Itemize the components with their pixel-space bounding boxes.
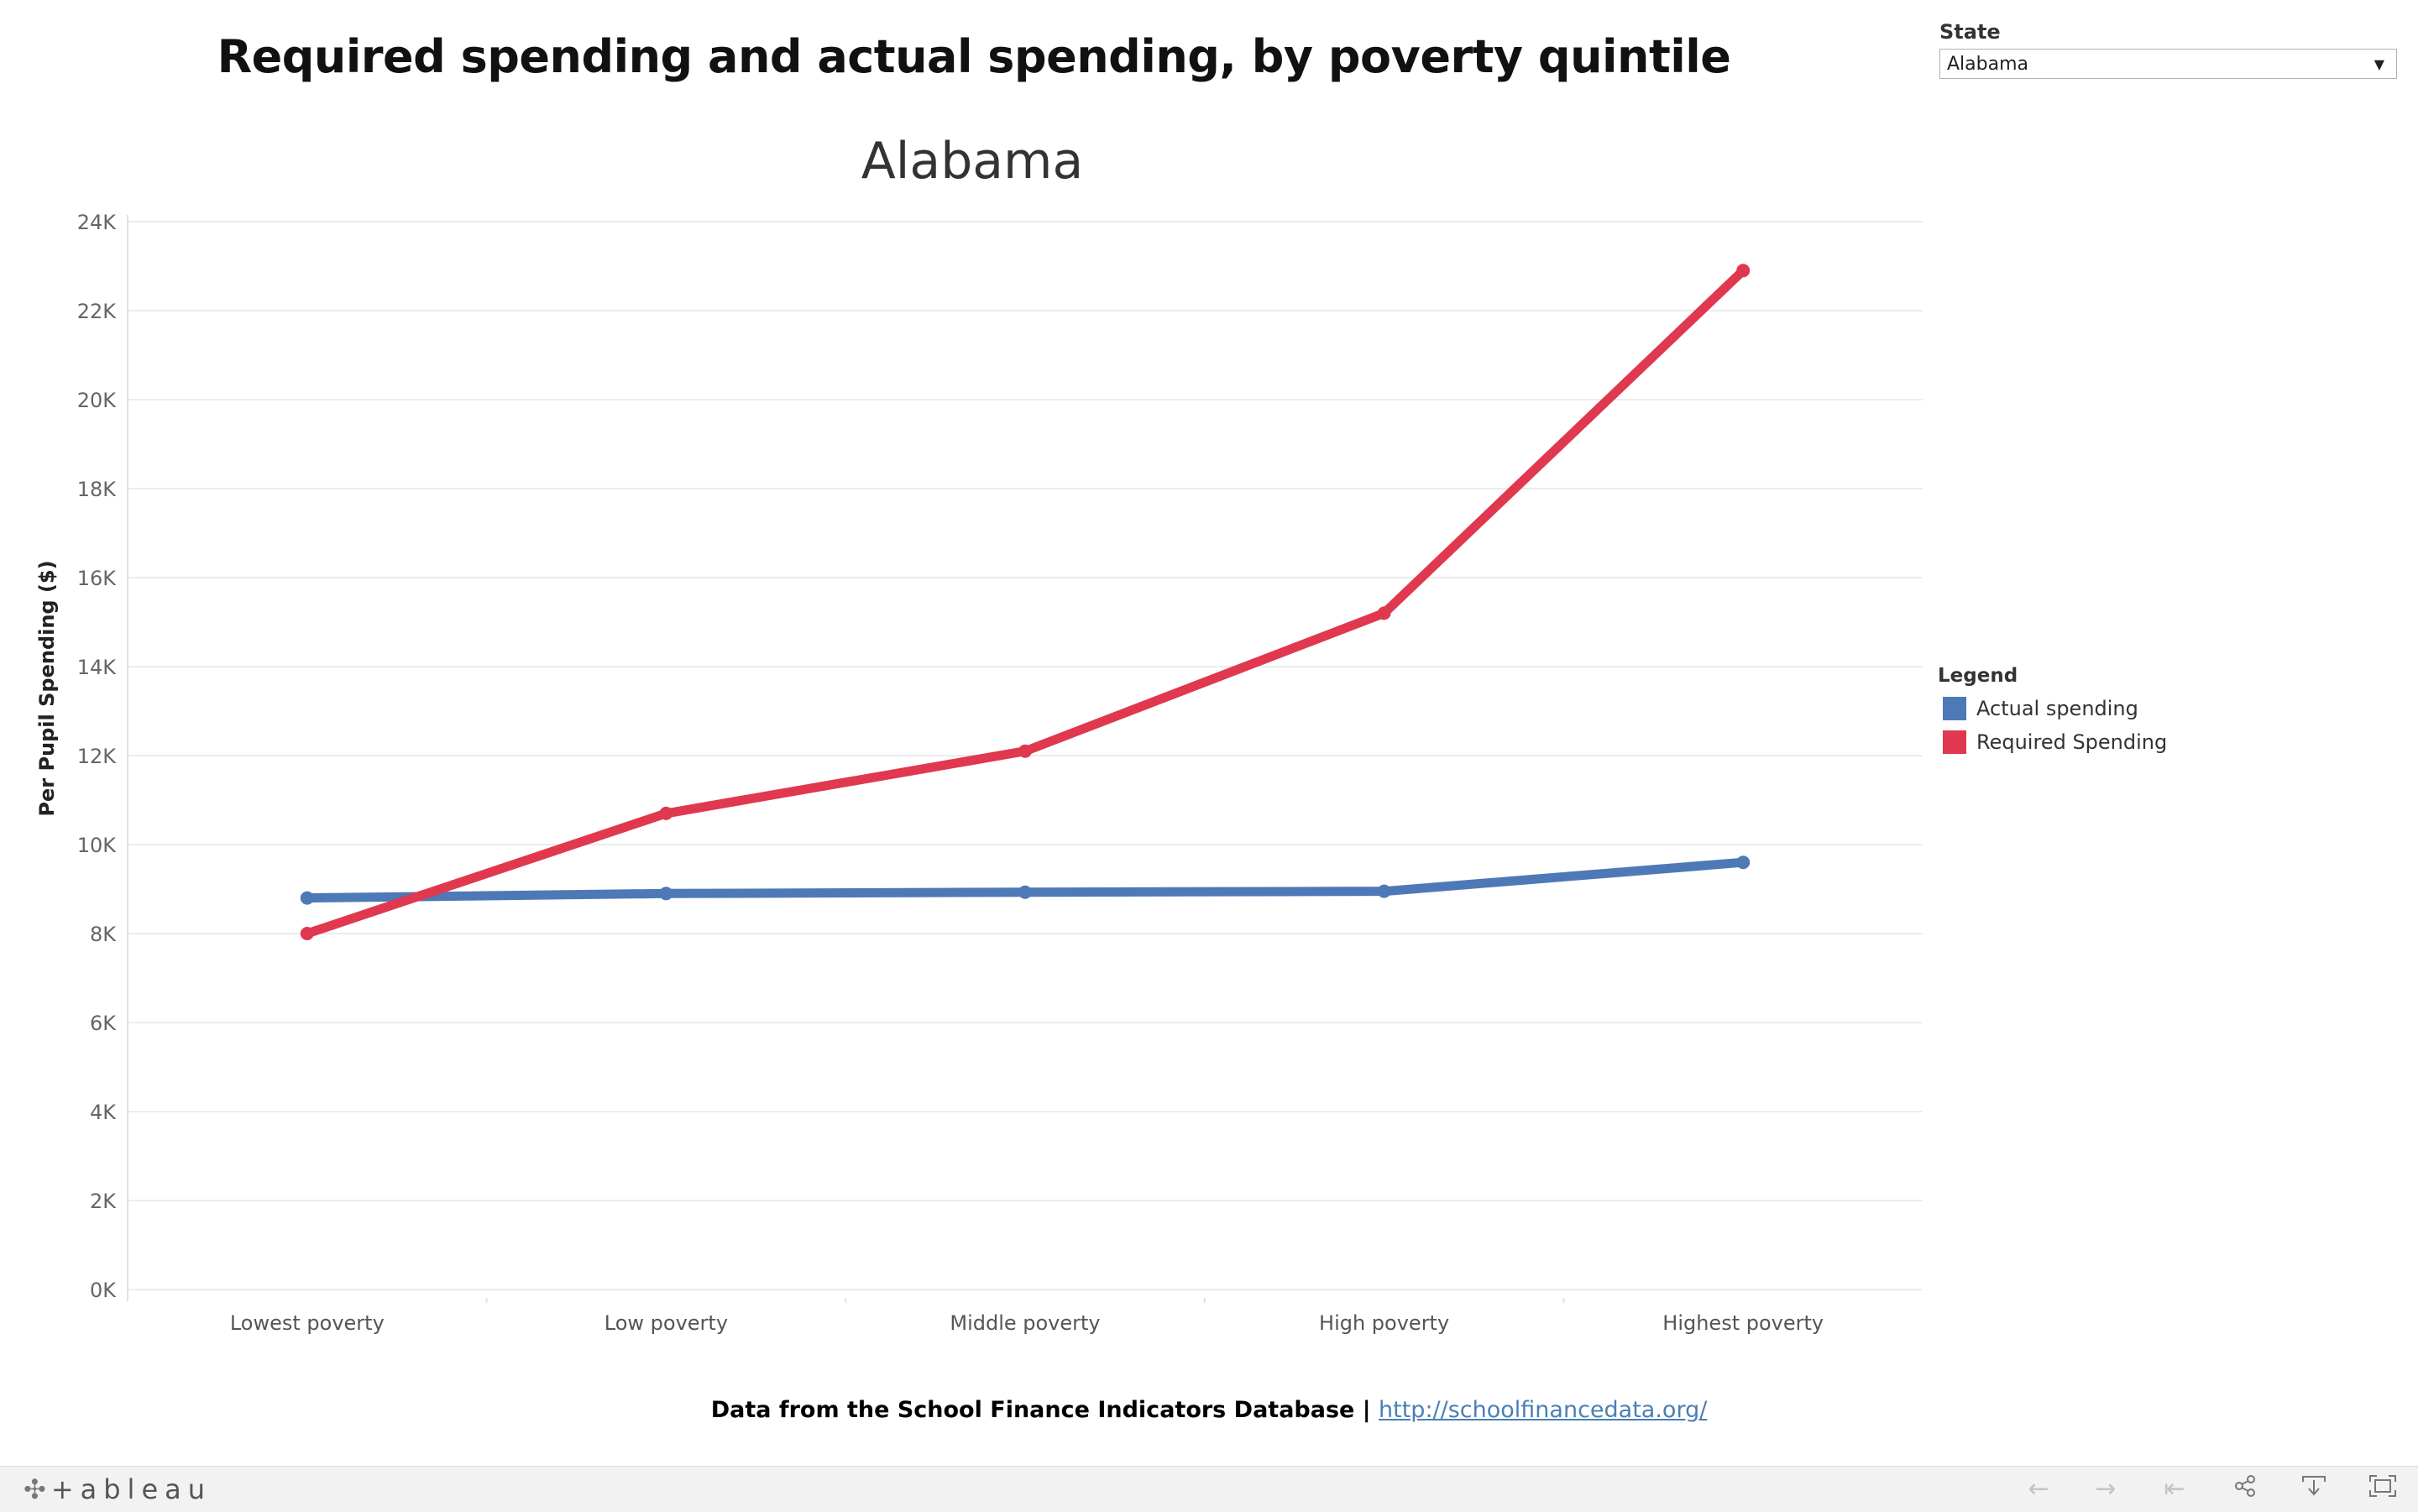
data-point-required-spending: [659, 806, 673, 820]
legend-label-actual: Actual spending: [1976, 697, 2138, 720]
series-line-required-spending: [302, 265, 1748, 939]
chart-title: Alabama: [861, 132, 1084, 191]
state-select[interactable]: Alabama ▼: [1939, 49, 2397, 79]
y-tick-label: 18K: [77, 478, 118, 501]
x-tick-label: High poverty: [1319, 1311, 1449, 1335]
chevron-down-icon[interactable]: ▼: [2374, 56, 2384, 72]
legend: Legend Actual spending Required Spending: [1938, 665, 2167, 759]
x-tick-label: Highest poverty: [1662, 1311, 1824, 1335]
download-icon[interactable]: [2294, 1473, 2334, 1505]
x-tick-label: Lowest poverty: [230, 1311, 385, 1335]
y-tick-label: 12K: [77, 745, 118, 768]
state-filter: State Alabama ▼: [1939, 20, 2397, 79]
tableau-logo[interactable]: ✣ +ableau: [24, 1473, 212, 1505]
legend-item-required[interactable]: Required Spending: [1938, 725, 2167, 759]
y-tick-label: 4K: [90, 1101, 117, 1124]
y-tick-label: 2K: [90, 1190, 117, 1213]
legend-swatch-actual: [1943, 697, 1966, 720]
data-point-actual-spending: [1736, 855, 1751, 870]
revert-icon[interactable]: ⇤: [2164, 1474, 2185, 1504]
source-text: Data from the School Finance Indicators …: [710, 1397, 1379, 1423]
back-icon[interactable]: ←: [2028, 1474, 2049, 1504]
legend-swatch-required: [1943, 730, 1966, 754]
y-tick-label: 6K: [90, 1012, 117, 1035]
download-icon-glyph: [2302, 1476, 2326, 1496]
data-point-required-spending: [1377, 606, 1391, 620]
legend-label-required: Required Spending: [1976, 730, 2168, 754]
data-point-actual-spending: [1018, 885, 1032, 899]
y-tick-label: 8K: [90, 923, 117, 946]
data-point-actual-spending: [659, 887, 673, 901]
share-icon-glyph: [2235, 1475, 2255, 1497]
legend-item-actual[interactable]: Actual spending: [1938, 692, 2167, 725]
source-link[interactable]: http://schoolfinancedata.org/: [1379, 1397, 1708, 1423]
dashboard-title: Required spending and actual spending, b…: [217, 30, 1731, 83]
share-icon[interactable]: [2225, 1473, 2265, 1505]
source-note: Data from the School Finance Indicators …: [0, 1397, 2418, 1423]
state-select-value: Alabama: [1947, 54, 2029, 75]
tableau-logo-icon: ✣: [24, 1473, 46, 1505]
forward-icon[interactable]: →: [2095, 1474, 2117, 1504]
y-tick-label: 10K: [77, 834, 118, 857]
data-point-actual-spending: [1377, 884, 1391, 898]
data-point-required-spending: [300, 927, 314, 940]
tableau-logo-text: +ableau: [50, 1473, 212, 1505]
data-point-required-spending: [1736, 264, 1751, 278]
x-tick-label: Low poverty: [604, 1311, 728, 1335]
y-tick-label: 24K: [77, 211, 118, 234]
y-tick-label: 0K: [90, 1279, 117, 1302]
y-axis-title: Per Pupil Spending ($): [35, 560, 59, 816]
tableau-toolbar: ✣ +ableau ← → ⇤: [0, 1466, 2418, 1512]
legend-title: Legend: [1938, 665, 2018, 687]
state-filter-label: State: [1939, 20, 2001, 44]
data-point-required-spending: [1018, 744, 1032, 758]
fullscreen-icon[interactable]: [2363, 1473, 2403, 1505]
x-tick-label: Middle poverty: [950, 1311, 1100, 1335]
fullscreen-icon-glyph: [2369, 1475, 2396, 1497]
line-chart: Alabama 0K 2K 4K 6K 8K 10K 12K 14K 16K 18K 20K 22K 24…: [35, 132, 1923, 1335]
y-tick-label: 14K: [77, 656, 118, 679]
y-tick-label: 16K: [77, 567, 118, 590]
y-tick-label: 20K: [77, 389, 118, 412]
y-tick-label: 22K: [77, 300, 118, 323]
data-point-actual-spending: [300, 891, 314, 905]
